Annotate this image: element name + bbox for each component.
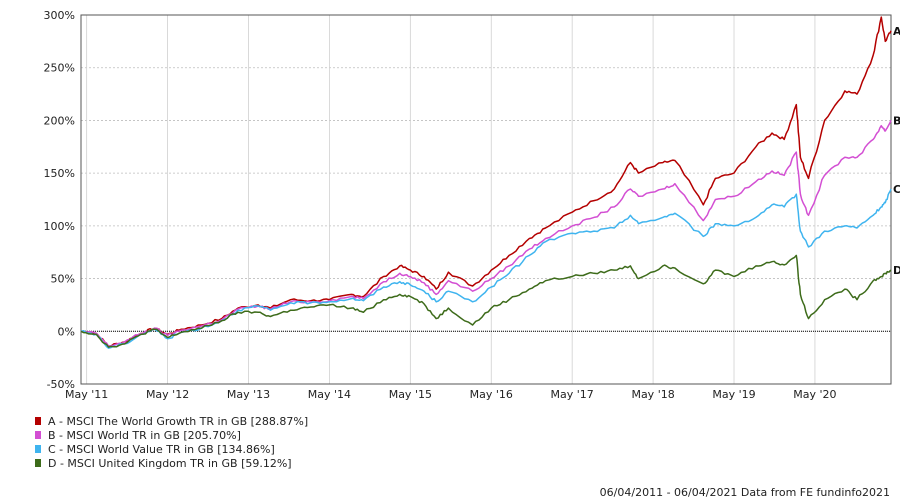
y-tick-label: 300%	[44, 9, 75, 22]
x-tick-label: May '19	[712, 388, 755, 401]
x-tick-label: May '11	[65, 388, 108, 401]
series-end-markers: A B C D	[893, 25, 900, 277]
y-tick-label: -50%	[47, 378, 75, 391]
footer-source-note: 06/04/2011 - 06/04/2021 Data from FE fun…	[599, 486, 890, 499]
series-marker-b: B	[893, 114, 900, 127]
legend: A - MSCI The World Growth TR in GB [288.…	[35, 414, 308, 470]
series-lines	[80, 16, 892, 349]
gridlines	[81, 14, 891, 385]
series-marker-c: C	[893, 183, 900, 196]
legend-item-d: D - MSCI United Kingdom TR in GB [59.12%…	[35, 456, 308, 470]
x-axis-tick-labels: May '11 May '12 May '13 May '14 May '15 May '…	[65, 388, 837, 401]
y-tick-label: 100%	[44, 220, 75, 233]
legend-item-c: C - MSCI World Value TR in GB [134.86%]	[35, 442, 308, 456]
y-tick-label: 0%	[58, 325, 75, 338]
series-marker-d: D	[893, 264, 900, 277]
legend-label-d: D - MSCI United Kingdom TR in GB [59.12%…	[48, 456, 292, 470]
y-tick-label: 50%	[51, 273, 75, 286]
legend-item-b: B - MSCI World TR in GB [205.70%]	[35, 428, 308, 442]
x-tick-label: May '13	[227, 388, 270, 401]
series-line-b	[80, 120, 892, 347]
legend-swatch-b	[35, 431, 41, 439]
legend-label-a: A - MSCI The World Growth TR in GB [288.…	[48, 414, 309, 428]
x-tick-label: May '14	[308, 388, 351, 401]
x-tick-label: May '12	[146, 388, 189, 401]
line-chart: 300%250%200%150%100%50%0%-50% May '11 May…	[44, 9, 900, 401]
series-line-a	[80, 16, 892, 347]
y-tick-label: 200%	[44, 114, 75, 127]
legend-label-c: C - MSCI World Value TR in GB [134.86%]	[48, 442, 275, 456]
plot-area-border	[80, 14, 892, 385]
series-line-d	[80, 254, 892, 348]
x-tick-label: May '18	[631, 388, 674, 401]
x-tick-label: May '16	[470, 388, 513, 401]
legend-item-a: A - MSCI The World Growth TR in GB [288.…	[35, 414, 308, 428]
x-tick-label: May '20	[793, 388, 836, 401]
y-tick-label: 150%	[44, 167, 75, 180]
y-axis-tick-labels: 300% 250% 200% 150% 100% 50% 0% -50%	[44, 9, 75, 391]
legend-label-b: B - MSCI World TR in GB [205.70%]	[48, 428, 241, 442]
legend-swatch-a	[35, 417, 41, 425]
y-tick-label: 250%	[44, 62, 75, 75]
legend-swatch-c	[35, 445, 41, 453]
x-tick-label: May '17	[551, 388, 594, 401]
x-tick-label: May '15	[389, 388, 432, 401]
legend-swatch-d	[35, 459, 41, 467]
series-marker-a: A	[893, 25, 900, 38]
